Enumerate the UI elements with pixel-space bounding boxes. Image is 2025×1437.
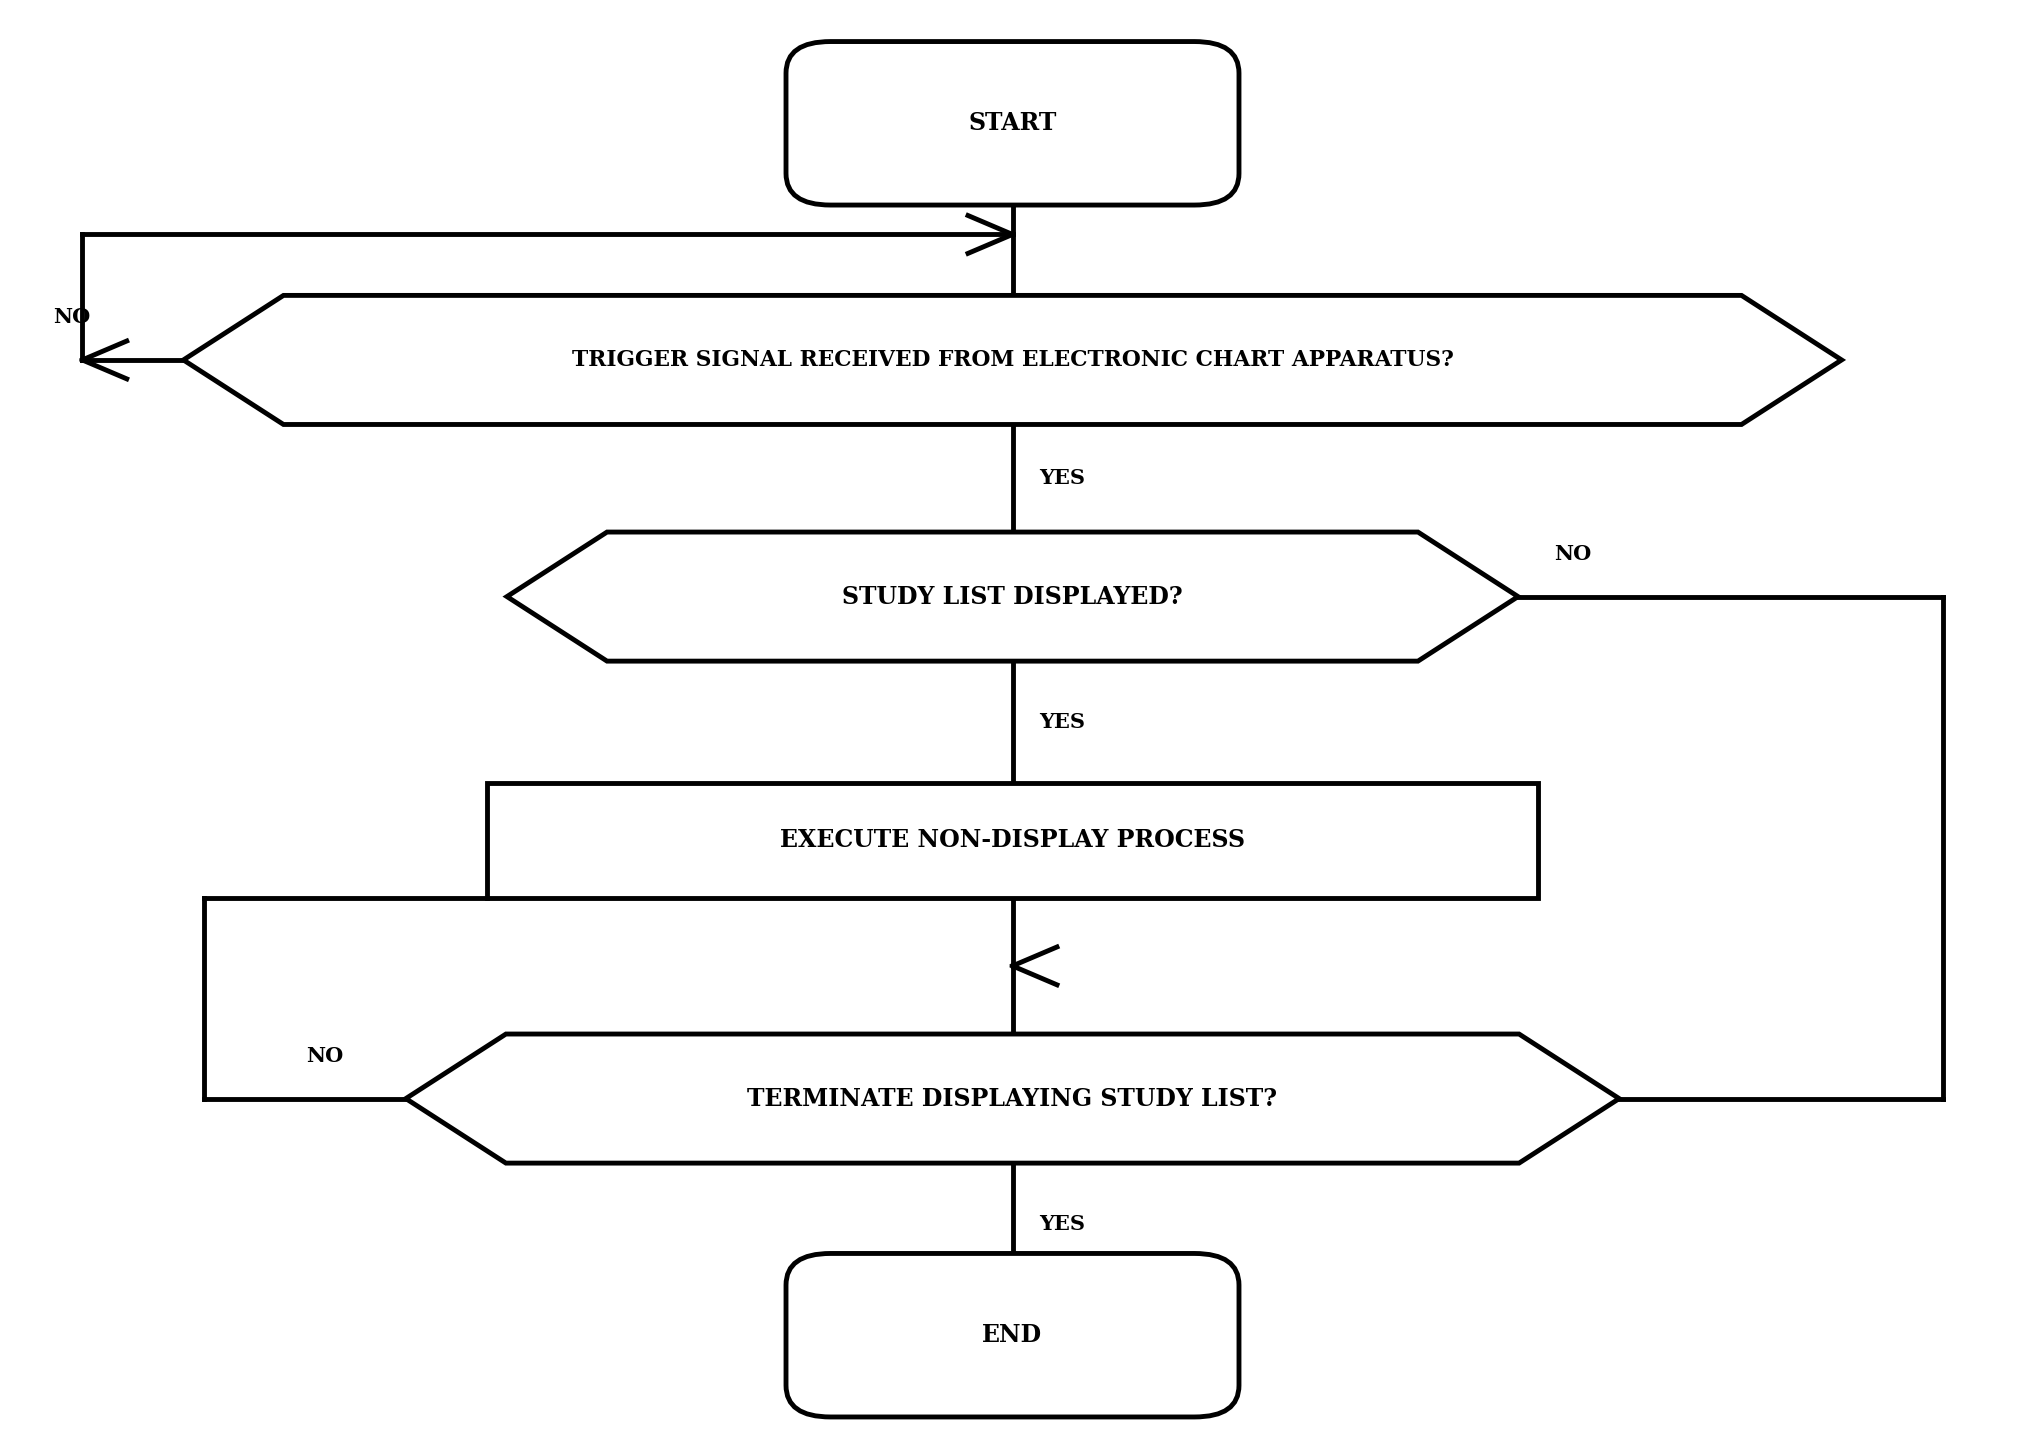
FancyBboxPatch shape [786,1253,1239,1417]
Text: YES: YES [1039,713,1085,731]
Text: NO: NO [53,308,91,328]
Text: YES: YES [1039,1214,1085,1234]
Text: NO: NO [1555,543,1592,563]
Text: YES: YES [1039,468,1085,489]
Text: START: START [968,111,1057,135]
Text: END: END [982,1323,1043,1348]
Text: STUDY LIST DISPLAYED?: STUDY LIST DISPLAYED? [842,585,1183,609]
Polygon shape [184,296,1841,424]
Text: TRIGGER SIGNAL RECEIVED FROM ELECTRONIC CHART APPARATUS?: TRIGGER SIGNAL RECEIVED FROM ELECTRONIC … [571,349,1454,371]
Polygon shape [506,532,1519,661]
FancyBboxPatch shape [786,42,1239,205]
Text: EXECUTE NON-DISPLAY PROCESS: EXECUTE NON-DISPLAY PROCESS [780,828,1245,852]
Text: NO: NO [306,1046,344,1066]
Bar [486,783,1539,898]
Text: TERMINATE DISPLAYING STUDY LIST?: TERMINATE DISPLAYING STUDY LIST? [747,1086,1278,1111]
Polygon shape [405,1035,1620,1163]
